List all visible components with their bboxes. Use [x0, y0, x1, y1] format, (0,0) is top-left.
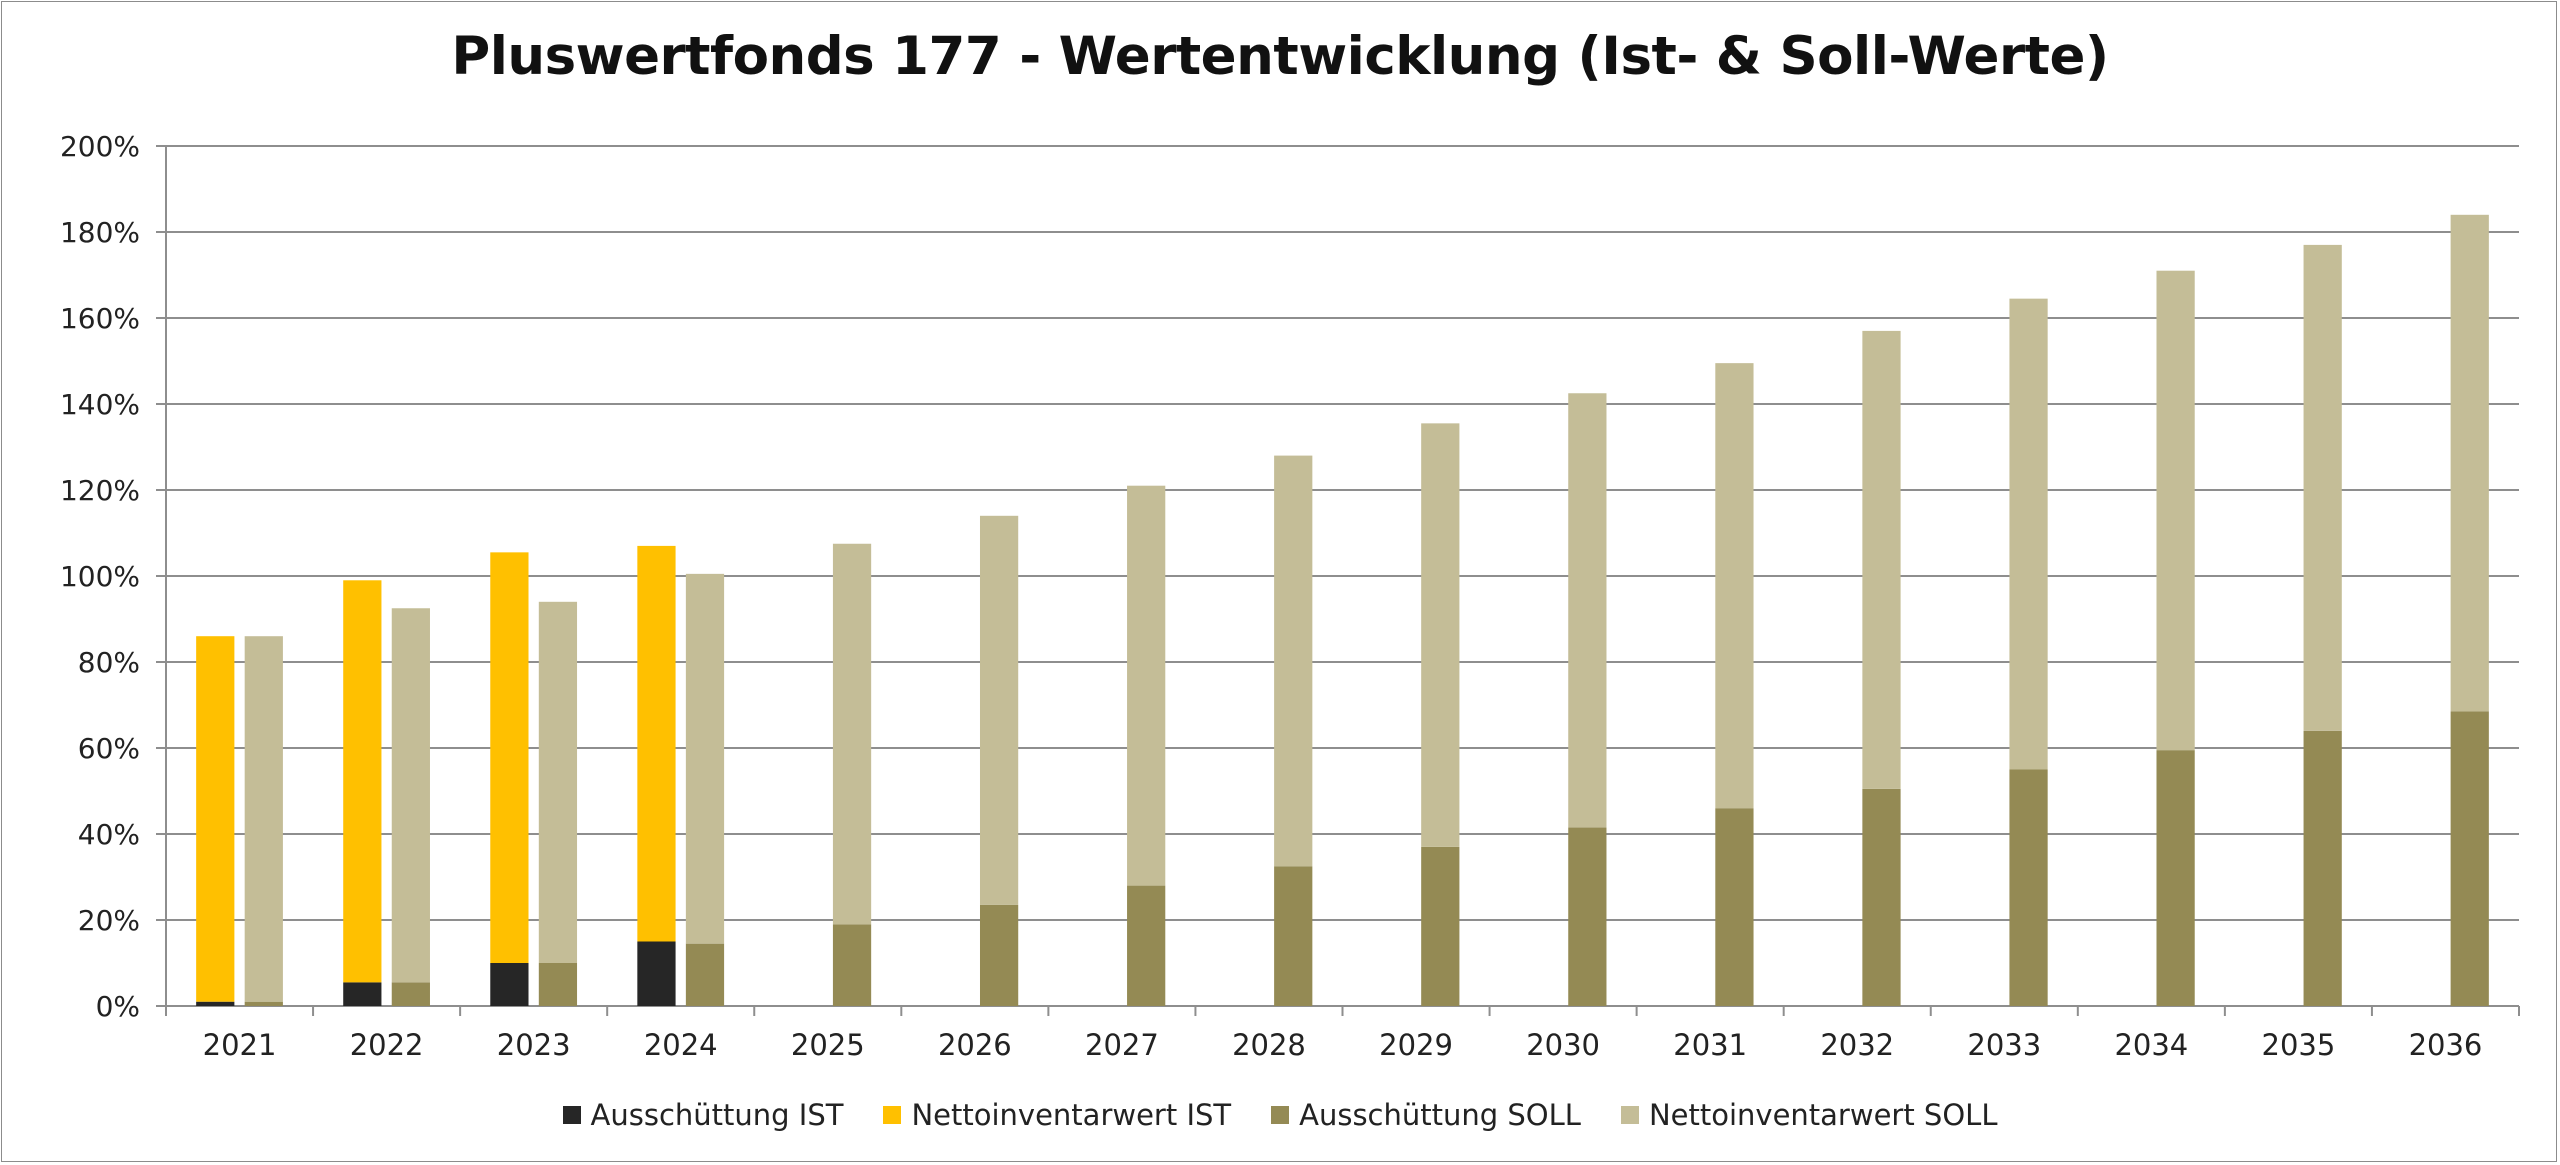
chart-legend: Ausschüttung IST Nettoinventarwert IST Aus…	[0, 1098, 2560, 1132]
legend-label: Ausschüttung SOLL	[1299, 1098, 1581, 1132]
bar-aussch-ttung-soll	[2450, 711, 2489, 1006]
x-tick-label: 2031	[1673, 1028, 1747, 1062]
bar-nettoinventarwert-ist	[196, 636, 235, 1002]
bar-nettoinventarwert-soll	[2156, 270, 2195, 751]
bar-aussch-ttung-ist	[637, 941, 676, 1006]
bar-nettoinventarwert-soll	[1568, 393, 1607, 828]
bar-aussch-ttung-soll	[538, 963, 578, 1006]
legend-item: Nettoinventarwert IST	[883, 1098, 1231, 1132]
y-tick-label: 180%	[60, 216, 140, 249]
x-tick-label: 2028	[1232, 1028, 1306, 1062]
y-tick-label: 200%	[60, 130, 140, 163]
bar-nettoinventarwert-soll	[1127, 485, 1166, 886]
bar-nettoinventarwert-soll	[2450, 214, 2489, 712]
x-tick-label: 2030	[1526, 1028, 1600, 1062]
bar-aussch-ttung-soll	[1421, 846, 1460, 1006]
bar-aussch-ttung-soll	[2303, 730, 2342, 1006]
bar-nettoinventarwert-ist	[490, 552, 529, 963]
y-tick-label: 80%	[78, 646, 140, 679]
legend-item: Nettoinventarwert SOLL	[1620, 1098, 1998, 1132]
x-tick-label: 2022	[350, 1028, 424, 1062]
x-tick-label: 2021	[203, 1028, 277, 1062]
x-tick-label: 2027	[1085, 1028, 1159, 1062]
y-tick-label: 0%	[96, 990, 140, 1023]
bar-nettoinventarwert-soll	[1715, 363, 1754, 809]
y-tick-label: 40%	[78, 818, 140, 851]
y-tick-label: 160%	[60, 302, 140, 335]
legend-label: Ausschüttung IST	[590, 1098, 844, 1132]
bar-nettoinventarwert-soll	[2303, 244, 2342, 731]
bar-nettoinventarwert-soll	[538, 601, 578, 963]
bar-aussch-ttung-soll	[1274, 866, 1313, 1006]
legend-label: Nettoinventarwert IST	[911, 1098, 1232, 1132]
bar-nettoinventarwert-soll	[1274, 455, 1313, 867]
x-tick-label: 2025	[791, 1028, 865, 1062]
bar-nettoinventarwert-soll	[832, 543, 872, 925]
bar-nettoinventarwert-soll	[979, 515, 1019, 905]
bar-aussch-ttung-ist	[343, 982, 382, 1006]
y-tick-label: 20%	[78, 904, 140, 937]
legend-item: Ausschüttung IST	[562, 1098, 844, 1132]
bar-aussch-ttung-soll	[2009, 769, 2048, 1006]
bar-aussch-ttung-soll	[1127, 885, 1166, 1006]
bar-nettoinventarwert-soll	[1421, 423, 1460, 847]
x-tick-label: 2034	[2114, 1028, 2188, 1062]
y-tick-label: 100%	[60, 560, 140, 593]
x-tick-label: 2033	[1967, 1028, 2041, 1062]
bar-nettoinventarwert-soll	[244, 636, 283, 1002]
bar-nettoinventarwert-soll	[1862, 330, 1901, 789]
x-tick-label: 2032	[1820, 1028, 1894, 1062]
bar-aussch-ttung-soll	[685, 943, 725, 1006]
bar-aussch-ttung-soll	[1568, 827, 1607, 1006]
bar-nettoinventarwert-ist	[343, 580, 382, 983]
bar-nettoinventarwert-soll	[685, 573, 725, 944]
bar-aussch-ttung-soll	[391, 982, 430, 1006]
chart-title: Pluswertfonds 177 - Wertentwicklung (Ist…	[451, 26, 2109, 87]
y-tick-label: 60%	[78, 732, 140, 765]
x-tick-label: 2026	[938, 1028, 1012, 1062]
legend-swatch	[562, 1106, 581, 1124]
x-tick-label: 2024	[644, 1028, 718, 1062]
x-tick-label: 2029	[1379, 1028, 1453, 1062]
bar-nettoinventarwert-soll	[2009, 298, 2048, 770]
bar-aussch-ttung-soll	[2156, 750, 2195, 1006]
bar-aussch-ttung-soll	[832, 924, 872, 1006]
bar-aussch-ttung-ist	[196, 1001, 235, 1006]
y-tick-label: 120%	[60, 474, 140, 507]
legend-label: Nettoinventarwert SOLL	[1648, 1098, 1998, 1132]
bar-aussch-ttung-soll	[1715, 808, 1754, 1006]
legend-swatch	[883, 1106, 902, 1124]
x-tick-label: 2023	[497, 1028, 571, 1062]
bar-aussch-ttung-ist	[490, 963, 529, 1006]
bar-aussch-ttung-soll	[244, 1001, 283, 1006]
y-tick-label: 140%	[60, 388, 140, 421]
bar-aussch-ttung-soll	[1862, 788, 1901, 1006]
bar-aussch-ttung-soll	[979, 904, 1019, 1006]
x-tick-label: 2036	[2409, 1028, 2483, 1062]
legend-item: Ausschüttung SOLL	[1271, 1098, 1581, 1132]
x-tick-label: 2035	[2262, 1028, 2336, 1062]
legend-swatch	[1271, 1106, 1290, 1124]
legend-swatch	[1620, 1106, 1639, 1124]
bar-nettoinventarwert-soll	[391, 608, 430, 983]
bar-nettoinventarwert-ist	[637, 545, 676, 942]
